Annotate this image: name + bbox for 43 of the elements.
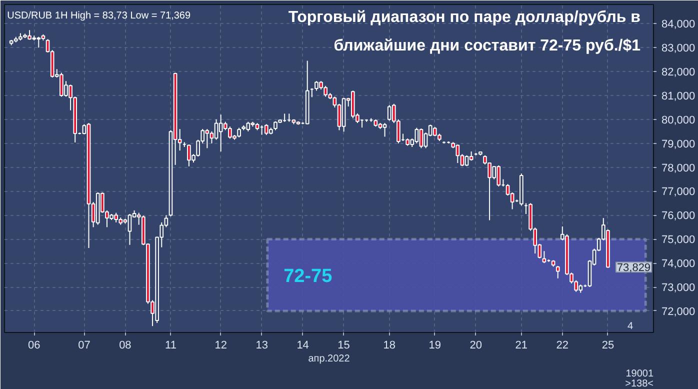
x-tick-label: 06 [28,340,40,352]
y-tick-label: 80,000 [662,114,696,126]
y-tick-label: 77,000 [662,186,696,198]
text: >138< [625,378,654,389]
x-tick-label: 14 [296,340,309,352]
x-tick-label: 11 [165,340,176,352]
text: Торговый диапазон по паре доллар/рубль в ближайшие дни составит 72-75 руб./$1 [288,9,641,55]
x-tick-label: 13 [256,340,268,352]
band-label: 72-75 [284,266,333,288]
text: USD/RUB 1H High = 83,73 Low = 71,369 [7,10,191,22]
candlestick [128,213,132,246]
x-tick-label: 21 [515,340,528,352]
y-tick-label: 78,000 [662,162,696,174]
x-tick-label: 12 [214,340,227,352]
y-tick-label: 79,000 [662,138,696,150]
x-tick-label: 15 [338,340,350,352]
y-tick-label: 81,000 [662,90,696,102]
candlestick [464,154,469,167]
text: 4 [628,321,634,332]
x-tick-label: 25 [602,340,614,352]
candlestick [556,265,560,279]
x-tick-label: 22 [556,340,569,352]
candlestick [382,122,387,138]
candlestick [542,250,546,264]
x-tick-label: 18 [383,340,396,352]
y-tick-label: 73,000 [662,282,696,294]
y-tick-label: 75,000 [662,234,696,246]
x-tick-label: 19 [428,340,442,352]
y-tick-label: 82,000 [662,66,696,79]
text: 73,829 [616,262,651,274]
candlestick [419,128,424,149]
y-tick-label: 72,000 [662,306,696,318]
y-tick-label: 84,000 [662,18,696,31]
candlestick [214,118,218,140]
x-tick-label: 08 [119,340,132,352]
x-tick-label: 20 [470,340,482,352]
x-tick-label: 07 [78,340,90,352]
y-tick-label: 83,000 [662,42,696,55]
y-tick-label: 74,000 [662,258,696,270]
y-tick-label: 76,000 [662,210,696,222]
candlestick [469,151,474,162]
x-axis-title: апр.2022 [308,354,350,364]
text: 19001 [626,368,654,380]
